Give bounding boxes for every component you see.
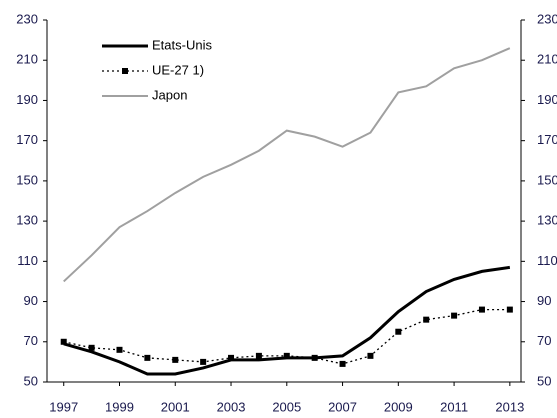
point-marker [423, 316, 430, 323]
point-marker [228, 354, 235, 361]
y-tick-label: 170 [16, 132, 38, 147]
y2-tick-label: 190 [537, 92, 557, 107]
legend-label: Japon [152, 87, 187, 102]
point-marker [339, 360, 346, 367]
point-marker [367, 352, 374, 359]
point-marker [283, 352, 290, 359]
y2-tick-label: 210 [537, 52, 557, 67]
point-marker [395, 328, 402, 335]
point-marker [255, 352, 262, 359]
y-tick-label: 110 [17, 253, 38, 268]
x-tick-label: 2005 [272, 399, 301, 414]
point-marker [144, 354, 151, 361]
x-tick-label: 2009 [384, 399, 413, 414]
point-marker [506, 306, 513, 313]
x-tick-label: 2003 [217, 399, 246, 414]
y2-tick-label: 130 [537, 213, 557, 228]
point-marker [478, 306, 485, 313]
series-line [63, 47, 511, 283]
y-tick-label: 150 [16, 172, 38, 187]
x-tick-label: 1997 [49, 399, 78, 414]
y-tick-label: 50 [24, 373, 38, 388]
point-marker [88, 344, 95, 351]
x-tick-label: 2013 [495, 399, 524, 414]
y-tick-label: 190 [16, 92, 38, 107]
y-tick-label: 210 [16, 52, 38, 67]
point-marker [172, 356, 179, 363]
point-marker [60, 338, 67, 345]
y-tick-label: 90 [24, 293, 38, 308]
legend-label: UE-27 1) [152, 62, 204, 77]
point-marker [451, 312, 458, 319]
y2-tick-label: 110 [537, 253, 557, 268]
y2-tick-label: 230 [537, 11, 557, 26]
x-tick-label: 2001 [161, 399, 190, 414]
point-marker [200, 358, 207, 365]
series-line [63, 265, 511, 376]
y2-tick-label: 50 [537, 373, 551, 388]
y2-tick-label: 170 [537, 132, 557, 147]
legend-label: Etats-Unis [152, 37, 212, 52]
y-tick-label: 70 [24, 333, 38, 348]
x-tick-label: 2011 [440, 399, 468, 414]
y2-tick-label: 150 [537, 172, 557, 187]
y-tick-label: 130 [16, 213, 38, 228]
x-tick-label: 1999 [105, 399, 134, 414]
x-tick-label: 2007 [328, 399, 357, 414]
y2-tick-label: 90 [537, 293, 551, 308]
y2-tick-label: 70 [537, 333, 551, 348]
legend-marker [122, 68, 128, 74]
point-marker [116, 346, 123, 353]
y-tick-label: 230 [16, 11, 38, 26]
